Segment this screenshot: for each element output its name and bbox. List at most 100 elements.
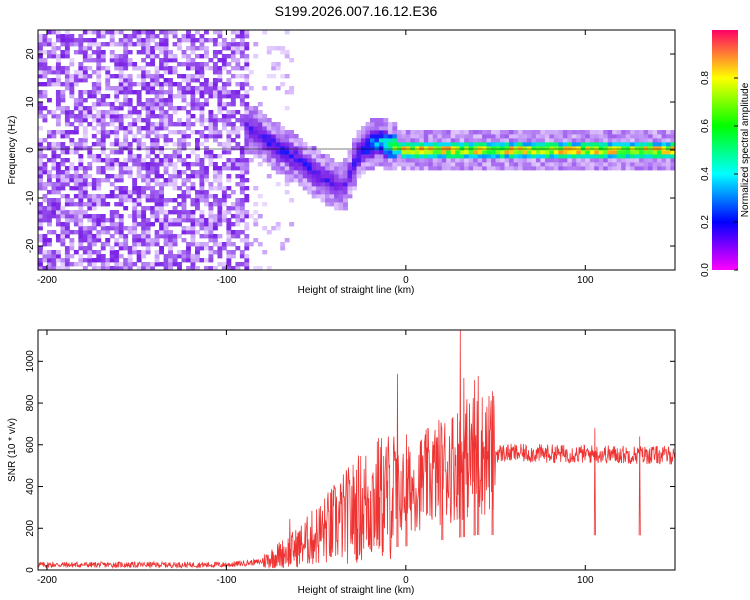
spectrogram-cell xyxy=(585,158,591,163)
spectrogram-cell xyxy=(163,218,169,223)
spectrogram-cell xyxy=(352,158,357,163)
snr-y-tick-label: 800 xyxy=(25,394,36,411)
spectrogram-cell xyxy=(46,70,52,75)
spectrogram-cell xyxy=(186,174,191,179)
spectrogram-cell xyxy=(172,130,178,135)
spectrogram-cell xyxy=(423,138,429,143)
spectrogram-cell xyxy=(208,154,214,159)
spectrogram-cell xyxy=(522,162,528,167)
spectrogram-cell xyxy=(190,42,196,47)
spectrogram-cell xyxy=(73,146,79,151)
spectrogram-cell xyxy=(145,86,151,91)
spectrogram-cell xyxy=(239,30,245,35)
spectrogram-cell xyxy=(531,162,537,167)
spectrogram-cell xyxy=(195,62,200,67)
spectrogram-cell xyxy=(181,106,187,111)
spectrogram-cell xyxy=(383,166,389,171)
spectrogram-cell xyxy=(82,98,88,103)
spectrogram-cell xyxy=(289,154,295,159)
spectrogram-cell xyxy=(64,182,70,187)
spectrogram-cell xyxy=(208,94,214,99)
spectrogram-cell xyxy=(136,254,142,259)
spectrogram-cell xyxy=(531,134,537,139)
spectrogram-cell xyxy=(307,150,313,155)
spectrogram-cell xyxy=(302,142,308,147)
spectrogram-cell xyxy=(123,114,129,119)
spectrogram-cell xyxy=(145,42,151,47)
spectrogram-cell xyxy=(446,166,452,171)
spectrogram-cell xyxy=(64,158,70,163)
spectrogram-cell xyxy=(100,166,106,171)
spectrogram-cell xyxy=(221,146,227,151)
spectrogram-cell xyxy=(46,98,52,103)
spectrogram-cell xyxy=(598,142,604,147)
spectrogram-cell xyxy=(482,142,487,147)
spectrogram-cell xyxy=(410,138,416,143)
spectrogram-cell xyxy=(491,162,496,167)
spectrogram-cell xyxy=(100,170,106,175)
spectrogram-cell xyxy=(558,134,564,139)
spectrogram-cell xyxy=(325,198,330,203)
spectrogram-cell xyxy=(639,150,644,155)
snr-x-label: Height of straight line (km) xyxy=(298,585,415,596)
spectrogram-cell xyxy=(504,134,510,139)
spectrogram-cell xyxy=(580,130,586,135)
spectrogram-cell xyxy=(186,178,191,183)
spectrogram-cell xyxy=(150,126,156,131)
colorbar-tick-label: 0.2 xyxy=(700,215,711,229)
spectrogram-cell xyxy=(217,130,223,135)
spectrogram-cell xyxy=(51,130,57,135)
spectrogram-cell xyxy=(154,214,160,219)
colorbar-tick-label: 0.6 xyxy=(700,119,711,133)
spectrogram-cell xyxy=(625,142,631,147)
spectrogram-cell xyxy=(338,202,344,207)
spectrogram-cell xyxy=(589,154,595,159)
spectrogram-cell xyxy=(60,158,66,163)
spectrogram-cell xyxy=(96,54,102,59)
spectrogram-cell xyxy=(168,78,173,83)
spectrogram-cell xyxy=(621,138,627,143)
spectrogram-cell xyxy=(64,170,70,175)
spectrogram-cell xyxy=(109,50,115,55)
spectrogram-cell xyxy=(284,106,290,111)
spectrogram-cell xyxy=(311,162,317,167)
spectrogram-cell xyxy=(239,190,245,195)
spectrogram-cell xyxy=(221,198,227,203)
spectrogram-cell xyxy=(450,138,456,143)
spectrogram-cell xyxy=(105,258,111,263)
spectrogram-cell xyxy=(266,122,272,127)
spectrogram-cell xyxy=(145,102,151,107)
spectrogram-cell xyxy=(594,142,600,147)
spectrogram-cell xyxy=(195,254,200,259)
spectrogram-cell xyxy=(82,230,88,235)
spectrogram-cell xyxy=(96,70,102,75)
spectrogram-cell xyxy=(280,150,286,155)
snr-y-tick-label: 400 xyxy=(25,478,36,495)
spectrogram-cell xyxy=(275,158,281,163)
spectrogram-cell xyxy=(109,162,115,167)
spectrogram-cell xyxy=(531,166,537,171)
spectrogram-cell xyxy=(634,150,640,155)
spectrogram-cell xyxy=(401,130,407,135)
spectrogram-cell xyxy=(87,234,93,239)
spectrogram-cell xyxy=(96,230,102,235)
spectrogram-cell xyxy=(289,86,295,91)
spectrogram-cell xyxy=(571,166,577,171)
spectrogram-cell xyxy=(302,154,308,159)
spectrogram-cell xyxy=(42,38,48,43)
spectrogram-cell xyxy=(598,138,604,143)
colorbar-scale xyxy=(712,30,738,270)
spectrogram-cell xyxy=(199,74,205,79)
spectrogram-cell xyxy=(580,134,586,139)
spectrogram-cell xyxy=(96,50,102,55)
spectrogram-cell xyxy=(648,158,653,163)
spectrogram-cell xyxy=(105,242,111,247)
spectrogram-cell xyxy=(109,250,115,255)
spectrogram-cell xyxy=(248,110,254,115)
spectrogram-cell xyxy=(468,150,474,155)
spectrogram-cell xyxy=(190,262,196,267)
spectrogram-cell xyxy=(208,186,214,191)
spectrogram-cell xyxy=(159,98,165,103)
